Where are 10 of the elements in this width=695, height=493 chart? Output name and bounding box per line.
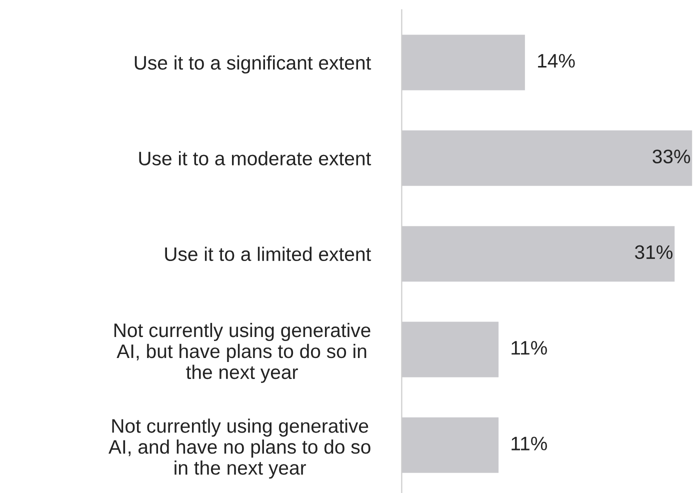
y-tick-label: Not currently using generative AI, but have plans to do so in the next year: [114, 322, 370, 383]
y-tick-label: Not currently using generative AI, and have no plans to do so in the next year: [108, 418, 370, 479]
data-label: 11%: [512, 436, 547, 450]
data-label: 33%: [652, 150, 690, 164]
data-label: 14%: [538, 54, 575, 68]
data-label: 31%: [634, 245, 672, 260]
data-label: 11%: [512, 341, 547, 355]
y-tick-label: Use it to a moderate extent: [139, 151, 372, 166]
y-tick-label: Use it to a significant extent: [134, 55, 372, 74]
y-tick-label: Use it to a limited extent: [165, 246, 372, 262]
